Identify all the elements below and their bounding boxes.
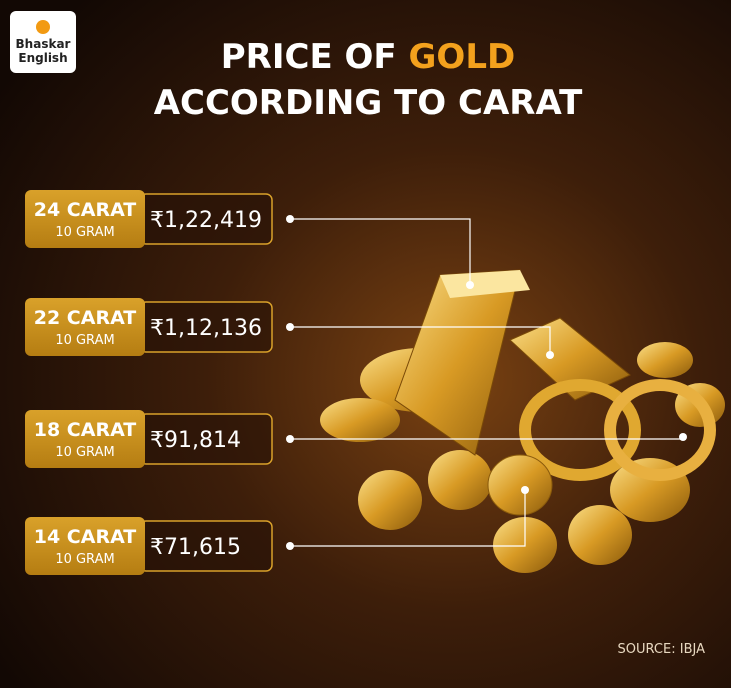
connector-dot: [466, 281, 474, 289]
price: ₹91,814: [150, 428, 241, 453]
logo-icon: [36, 20, 50, 34]
connector-dot: [286, 542, 294, 550]
connector-dot: [286, 215, 294, 223]
carat-box: [25, 190, 145, 248]
connector-dot: [546, 351, 554, 359]
title: PRICE OF GOLD: [221, 37, 515, 77]
carat-box: [25, 298, 145, 356]
carat-unit: 10 GRAM: [55, 445, 114, 460]
price: ₹71,615: [150, 535, 241, 560]
connector-dot: [286, 323, 294, 331]
connector-dot: [679, 433, 687, 441]
gold-illustration: [320, 269, 725, 573]
logo-box: [10, 11, 76, 73]
title: ACCORDING TO CARAT: [154, 83, 583, 123]
carat-label: 14 CARAT: [34, 526, 137, 548]
carat-label: 18 CARAT: [34, 419, 137, 441]
connector: [290, 218, 471, 285]
connector: [290, 326, 551, 355]
price: ₹1,12,136: [150, 316, 262, 341]
connector-dot: [286, 435, 294, 443]
carat-label: 22 CARAT: [34, 307, 137, 329]
logo-text: Bhaskar: [16, 37, 71, 51]
carat-unit: 10 GRAM: [55, 333, 114, 348]
source: SOURCE: IBJA: [618, 642, 706, 657]
price: ₹1,22,419: [150, 208, 262, 233]
carat-unit: 10 GRAM: [55, 225, 114, 240]
logo-text: English: [18, 51, 67, 65]
carat-label: 24 CARAT: [34, 199, 137, 221]
carat-box: [25, 517, 145, 575]
title-text: PRICE OF: [221, 37, 397, 77]
connector-dot: [521, 486, 529, 494]
carat-unit: 10 GRAM: [55, 552, 114, 567]
title-highlight: GOLD: [409, 37, 516, 77]
connector: [290, 490, 526, 547]
carat-box: [25, 410, 145, 468]
